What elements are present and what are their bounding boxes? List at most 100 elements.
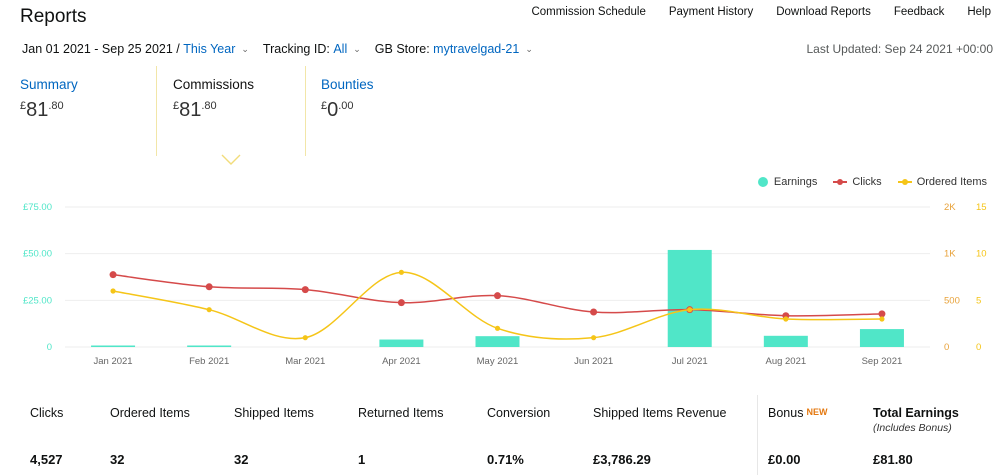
stat-value: 4,527: [30, 452, 63, 467]
tile-bounties[interactable]: Bounties £0.00: [321, 66, 461, 156]
store-dropdown[interactable]: mytravelgad-21: [433, 42, 520, 56]
stat-label: Shipped Items: [234, 406, 314, 420]
stat-label: Conversion: [487, 406, 551, 420]
legend-clicks[interactable]: Clicks: [833, 176, 882, 188]
stat-label: Ordered Items: [110, 406, 190, 420]
tile-label[interactable]: Bounties: [321, 77, 374, 92]
stat-value: £3,786.29: [593, 452, 651, 467]
nav-commission-schedule[interactable]: Commission Schedule: [531, 6, 646, 18]
clicks-point[interactable]: [301, 286, 309, 294]
chart-legend: Earnings Clicks Ordered Items: [742, 176, 987, 188]
clicks-point[interactable]: [590, 308, 598, 316]
earnings-bar[interactable]: [187, 345, 232, 348]
earnings-swatch-icon: [757, 177, 768, 187]
legend-earnings[interactable]: Earnings: [757, 176, 817, 188]
date-range-text: Jan 01 2021 - Sep 25 2021 /: [22, 42, 180, 56]
clicks-point[interactable]: [878, 310, 886, 318]
left-tick-label: £50.00: [23, 249, 52, 260]
right-tick-label-ordered: 10: [976, 249, 987, 260]
combo-chart: 0 £25.00 £50.00 £75.00 0 0 500 5 1K 10 2K 15 Jan 202…: [23, 202, 987, 367]
earnings-bar[interactable]: [667, 249, 712, 347]
currency-symbol: £: [321, 100, 328, 112]
x-tick-label: Jul 2021: [672, 356, 708, 367]
value-fraction: .80: [201, 100, 217, 112]
currency-symbol: £: [20, 100, 27, 112]
tile-commissions[interactable]: Commissions £81.80: [156, 66, 306, 156]
tracking-label: Tracking ID:: [262, 42, 330, 56]
chevron-down-icon[interactable]: ⌄: [241, 43, 249, 54]
ordered-point[interactable]: [783, 316, 789, 322]
stat-value: £0.00: [768, 452, 801, 467]
tile-value: £81.80: [20, 99, 150, 122]
top-nav: Commission Schedule Payment History Down…: [508, 6, 991, 18]
tile-value: £0.00: [321, 99, 461, 122]
earnings-bar[interactable]: [859, 329, 904, 347]
value-whole: 0: [327, 99, 339, 121]
right-tick-label-ordered: 5: [976, 295, 981, 306]
stat-sublabel: (Includes Bonus): [873, 422, 952, 434]
right-tick-label-clicks: 500: [944, 295, 960, 306]
nav-download-reports[interactable]: Download Reports: [776, 6, 871, 18]
selected-caret-icon: [221, 154, 241, 165]
stat-value: £81.80: [873, 452, 913, 467]
x-tick-label: Jan 2021: [94, 356, 133, 367]
left-tick-label: £25.00: [23, 295, 52, 306]
x-tick-label: Aug 2021: [765, 356, 806, 367]
stat-ordered-items: Ordered Items 32: [110, 395, 190, 467]
nav-help[interactable]: Help: [967, 6, 991, 18]
clicks-point[interactable]: [397, 299, 405, 307]
bonus-label: Bonus: [768, 406, 804, 420]
clicks-point[interactable]: [205, 283, 213, 291]
earnings-bar[interactable]: [91, 345, 136, 348]
stat-value: 0.71%: [487, 452, 524, 467]
stat-label: Clicks: [30, 406, 64, 420]
ordered-point[interactable]: [302, 335, 308, 341]
chevron-down-icon[interactable]: ⌄: [353, 43, 361, 54]
ordered-point[interactable]: [879, 316, 885, 322]
value-whole: 81: [26, 99, 49, 121]
ordered-point[interactable]: [398, 269, 404, 275]
earnings-bar[interactable]: [763, 335, 808, 347]
x-tick-label: May 2021: [477, 356, 519, 367]
summary-tiles: Summary £81.80 Commissions £81.80 Bounti…: [0, 66, 1005, 166]
last-updated: Last Updated: Sep 24 2021 +00:00: [806, 42, 994, 56]
stat-bonus: Bonus NEW £0.00: [757, 395, 827, 475]
clicks-point[interactable]: [109, 271, 117, 279]
x-tick-label: Apr 2021: [382, 356, 421, 367]
stats-row: Clicks 4,527 Ordered Items 32 Shipped It…: [0, 395, 1005, 475]
ordered-point[interactable]: [110, 288, 116, 294]
stat-clicks: Clicks 4,527: [30, 395, 64, 467]
ordered-point[interactable]: [494, 325, 501, 331]
earnings-bar[interactable]: [379, 339, 424, 347]
nav-payment-history[interactable]: Payment History: [668, 6, 754, 18]
tile-summary[interactable]: Summary £81.80: [20, 66, 150, 156]
legend-ordered-items[interactable]: Ordered Items: [897, 176, 987, 188]
stat-label: Bonus NEW: [768, 406, 827, 420]
page-title: Reports: [20, 6, 87, 27]
right-tick-label-clicks: 0: [944, 342, 949, 353]
value-whole: 81: [179, 99, 202, 121]
ordered-point[interactable]: [687, 307, 693, 313]
ordered-point[interactable]: [206, 307, 212, 313]
stat-label: Returned Items: [358, 406, 444, 420]
stat-total-earnings: Total Earnings (Includes Bonus) £81.80: [873, 395, 959, 467]
ordered-point[interactable]: [591, 335, 597, 341]
new-badge: NEW: [806, 407, 828, 417]
tracking-dropdown[interactable]: All: [333, 42, 348, 56]
x-tick-label: Mar 2021: [285, 356, 325, 367]
nav-feedback[interactable]: Feedback: [893, 6, 945, 18]
tile-label[interactable]: Summary: [20, 77, 78, 92]
clicks-point[interactable]: [494, 292, 501, 300]
stat-label: Shipped Items Revenue: [593, 406, 727, 420]
stat-value: 32: [234, 452, 249, 467]
value-fraction: .00: [338, 100, 354, 112]
x-tick-label: Sep 2021: [862, 356, 903, 367]
ordered-line: [112, 271, 882, 340]
stat-value: 32: [110, 452, 125, 467]
x-tick-label: Feb 2021: [189, 356, 229, 367]
earnings-bar[interactable]: [475, 336, 520, 347]
period-dropdown[interactable]: This Year: [183, 42, 236, 56]
chevron-down-icon[interactable]: ⌄: [525, 43, 533, 54]
legend-label: Ordered Items: [916, 176, 987, 188]
stat-conversion: Conversion 0.71%: [487, 395, 551, 467]
